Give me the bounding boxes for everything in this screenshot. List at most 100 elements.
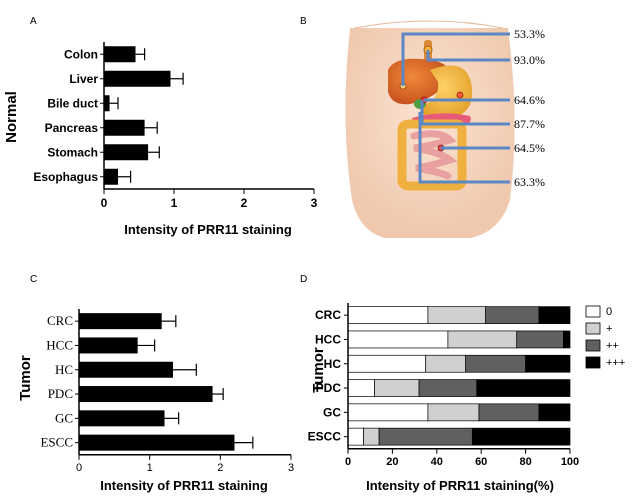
panel-d-bar-gc-series-0 [347, 403, 429, 422]
panel-c-bar-pdc [79, 386, 213, 403]
panel-d-legend: 0++++++ [585, 305, 625, 369]
panel-c-bar-hcc [79, 337, 138, 354]
panel-d-bar-hcc-series-2 [516, 330, 564, 349]
panel-d-x-tick-4: 80 [519, 456, 531, 468]
panel-a-category-liver: Liver [69, 72, 98, 86]
callout-line-4 [420, 100, 510, 126]
panel-a-bar-esophagus [104, 168, 118, 185]
panel-d-x-tick-3: 60 [475, 456, 487, 468]
panel-a-bar-bile-duct [104, 95, 110, 112]
panel-d-bar-gc-series-1 [427, 403, 480, 422]
panel-a-bar-pancreas [104, 119, 145, 136]
panel-c-x-tick-0: 0 [76, 462, 82, 474]
legend-swatch-3 [585, 356, 601, 369]
legend-swatch-0 [585, 305, 601, 318]
panel-d-bar-pdc-series-0 [347, 379, 375, 397]
callout-label-2: 93.0% [514, 53, 545, 67]
panel-a-x-tick-0: 0 [101, 196, 108, 210]
panel-c-category-pdc: PDC [48, 386, 73, 401]
panel-d-bar-gc-series-3 [538, 403, 571, 422]
panel-c-category-hcc: HCC [46, 337, 73, 352]
panel-a-bar-colon [104, 46, 136, 63]
panel-a-category-stomach: Stomach [47, 145, 98, 159]
panel-a-bar-liver [104, 70, 171, 87]
panel-d-bar-hc-series-2 [465, 354, 526, 373]
panel-d-bar-pdc-series-3 [476, 379, 571, 397]
panel-letter-a: A [30, 16, 37, 27]
panel-d-x-tick-0: 0 [345, 456, 351, 468]
legend-label-2: ++ [606, 340, 619, 352]
panel-d-bar-escc-series-1 [363, 427, 380, 446]
panel-d-category-crc: CRC [315, 308, 341, 322]
stomach-organ [421, 65, 473, 120]
panel-d-x-tick-5: 100 [561, 456, 579, 468]
callout-line-6 [418, 112, 510, 184]
panel-c-x-tick-3: 3 [288, 462, 294, 474]
panel-d-xlabel: Intensity of PRR11 staining(%) [366, 478, 554, 493]
panel-a-category-colon: Colon [64, 47, 98, 61]
callout-label-3: 64.6% [514, 93, 545, 107]
panel-d-bar-hc-series-1 [425, 354, 467, 373]
panel-a-x-tick-3: 3 [311, 196, 318, 210]
panel-d-bar-hcc-series-0 [347, 330, 449, 349]
panel-c-ylabel: Tumor [17, 355, 34, 401]
panel-d-bar-pdc-series-1 [374, 379, 420, 397]
panel-d-bar-crc-series-1 [427, 306, 486, 324]
callout-label-6: 63.3% [514, 175, 545, 189]
panel-a-category-esophagus: Esophagus [33, 170, 98, 184]
torso-shoulder [354, 20, 504, 29]
panel-d-bar-pdc-series-2 [418, 379, 478, 397]
panel-d-category-hc: HC [324, 357, 342, 371]
callout-label-4: 87.7% [514, 117, 545, 131]
legend-swatch-2 [585, 339, 601, 352]
panel-d-bar-escc-series-3 [471, 427, 571, 446]
panel-d-bar-escc-series-2 [378, 427, 473, 446]
panel-a-x-tick-2: 2 [241, 196, 248, 210]
callout-lines [401, 32, 510, 184]
panel-c-bar-crc [79, 313, 162, 330]
panel-c-x-tick-2: 2 [217, 462, 223, 474]
panel-a-x-tick-1: 1 [171, 196, 178, 210]
panel-d-bar-hc-series-0 [347, 354, 427, 373]
callout-label-1: 53.3% [514, 27, 545, 41]
panel-d-bar-hc-series-3 [525, 354, 571, 373]
chart-panel-a: Colon Liver Bile duct Pancreas Stomach Esopha… [33, 42, 318, 210]
panel-d-bar-crc-series-2 [485, 306, 540, 324]
panel-d-category-pdc: PDC [316, 381, 342, 395]
panel-d-bar-gc-series-2 [478, 403, 540, 422]
panel-d-category-hcc: HCC [315, 332, 341, 346]
panel-letter-d: D [300, 274, 307, 285]
panel-a-xlabel: Intensity of PRR11 staining [124, 222, 292, 237]
panel-a-ylabel: Normal [3, 91, 20, 143]
panel-d-category-gc: GC [323, 405, 341, 419]
panel-letter-c: C [30, 274, 37, 285]
callout-line-1 [401, 32, 510, 86]
panel-c-category-gc: GC [55, 410, 73, 425]
callout-line-2 [426, 50, 510, 62]
panel-a-category-bile-duct: Bile duct [47, 96, 98, 110]
panel-d-bar-crc-series-3 [538, 306, 571, 324]
panel-a-bar-stomach [104, 144, 149, 161]
panel-d-bar-hcc-series-1 [447, 330, 518, 349]
panel-d-x-tick-2: 40 [431, 456, 443, 468]
panel-c-category-escc: ESCC [40, 435, 73, 450]
panel-c-category-crc: CRC [47, 313, 73, 328]
panel-c-bar-hc [79, 361, 173, 378]
panel-c-category-hc: HC [55, 362, 73, 377]
panel-d-bar-hcc-series-3 [562, 330, 571, 349]
panel-c-bar-gc [79, 410, 165, 427]
colon-organ [397, 119, 467, 191]
legend-label-3: +++ [606, 357, 625, 369]
legend-label-0: 0 [606, 306, 612, 318]
legend-swatch-1 [585, 322, 601, 335]
panel-c-bar-escc [79, 434, 235, 451]
legend-label-1: + [606, 323, 612, 335]
panel-d-bar-escc-series-0 [347, 427, 364, 446]
panel-d-ylabel: Tumor [310, 347, 327, 393]
stomach-marker [456, 91, 464, 99]
panel-d-x-tick-1: 20 [386, 456, 398, 468]
panel-d-category-escc: ESCC [308, 430, 342, 444]
